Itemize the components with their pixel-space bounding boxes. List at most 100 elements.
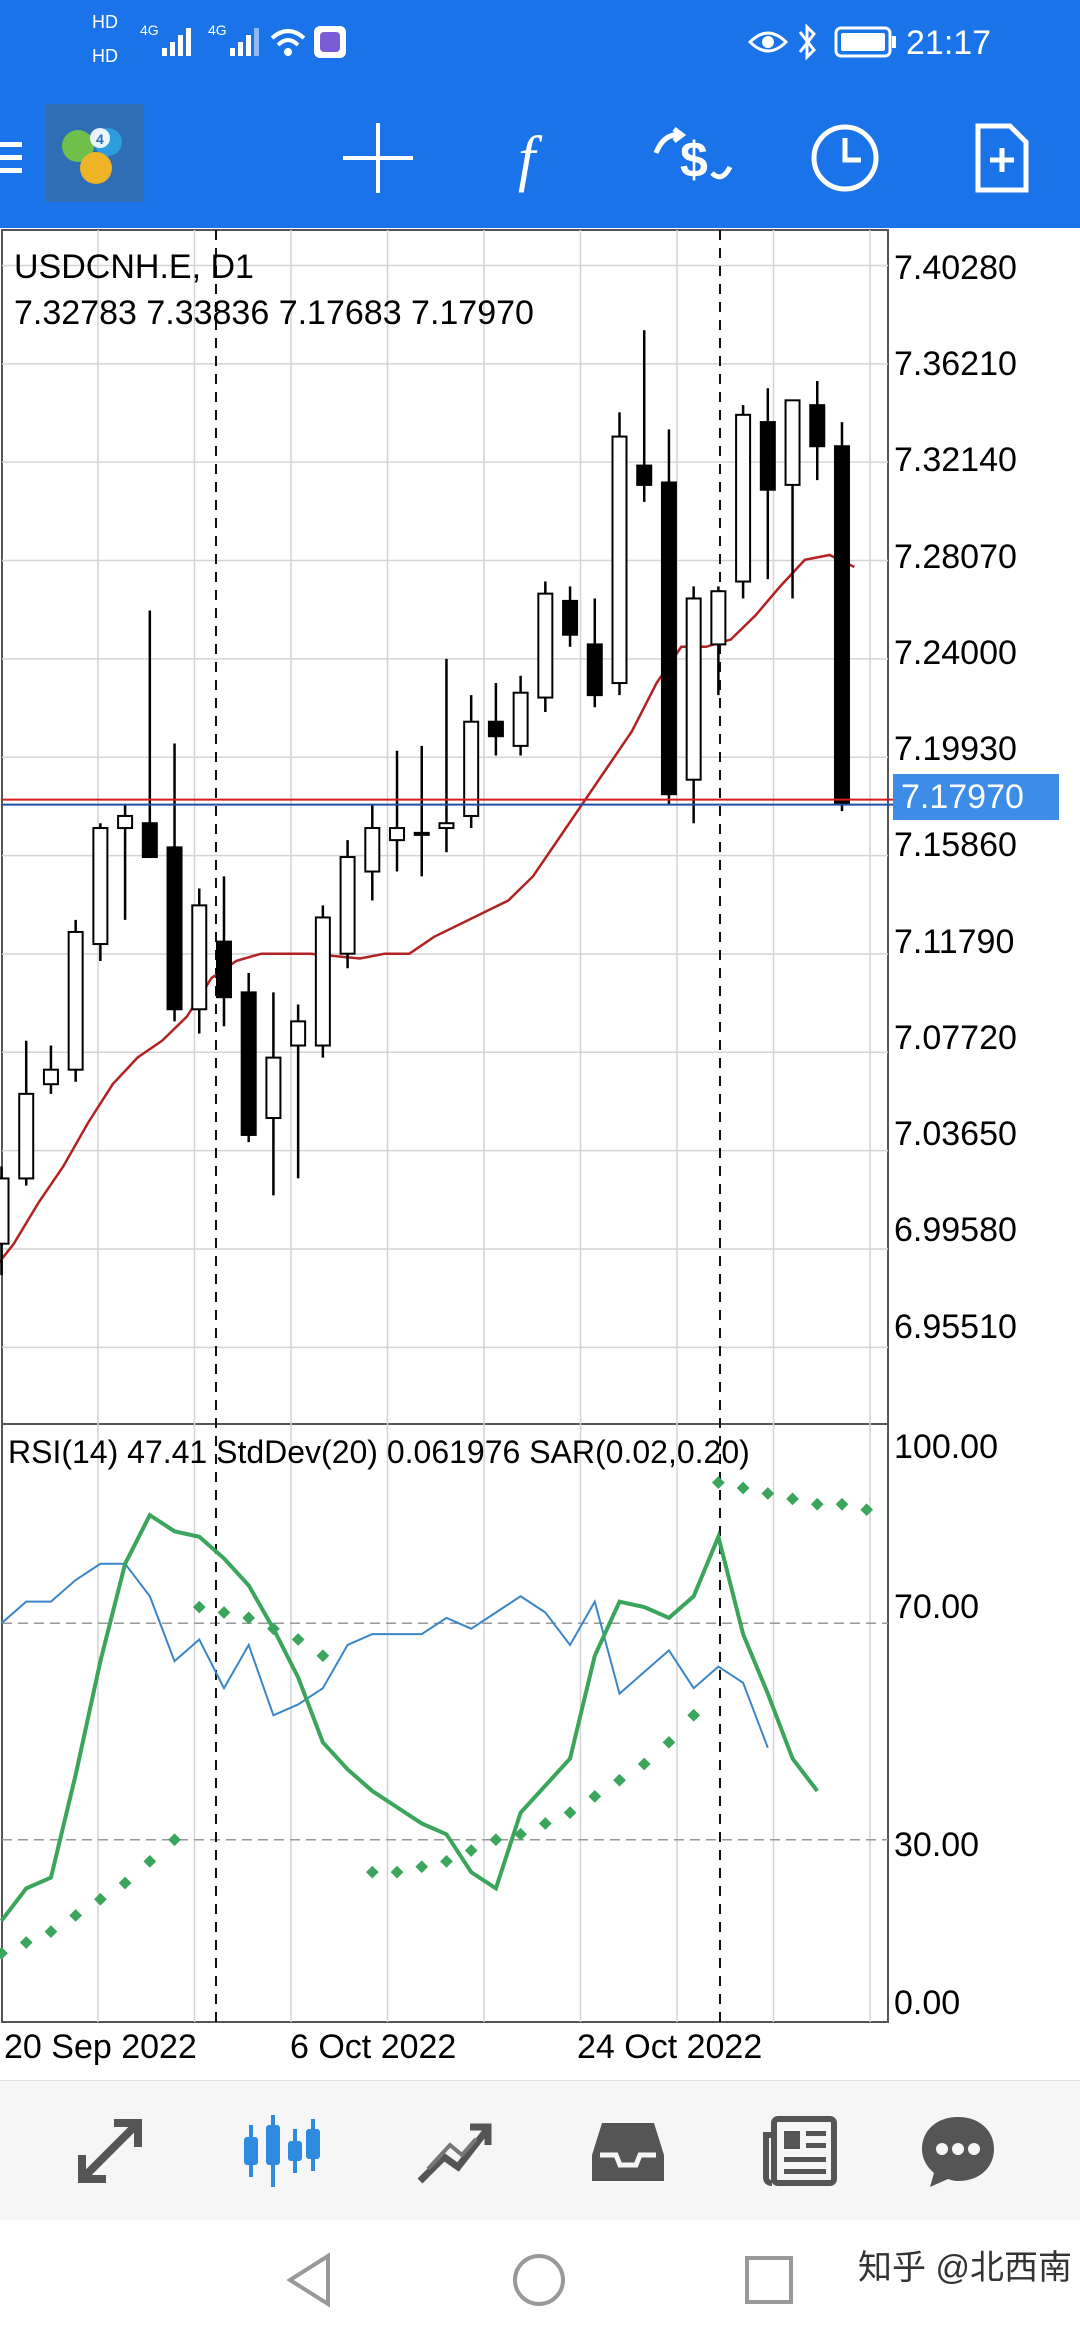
chart-icon bbox=[244, 2115, 320, 2187]
candle-body-19 bbox=[463, 720, 480, 817]
nav-chart[interactable] bbox=[220, 2099, 340, 2203]
candle-body-9 bbox=[215, 940, 232, 999]
app-logo-icon: 4 bbox=[46, 104, 144, 202]
watermark: 知乎 @北西南 bbox=[858, 2249, 1072, 2287]
candle-body-31 bbox=[759, 421, 776, 491]
date-label-1: 6 Oct 2022 bbox=[290, 2028, 457, 2066]
candle-body-15 bbox=[364, 827, 381, 873]
app-logo-button[interactable]: 4 bbox=[46, 104, 144, 202]
candle-body-32 bbox=[784, 399, 801, 486]
back-icon bbox=[286, 2252, 330, 2308]
candle-body-5 bbox=[117, 814, 134, 830]
bluetooth-icon bbox=[798, 23, 816, 61]
price-chart[interactable] bbox=[0, 228, 1080, 2080]
candle-body-0 bbox=[0, 1177, 10, 1245]
inbox-icon bbox=[592, 2123, 664, 2181]
candle-body-6 bbox=[141, 822, 158, 859]
candle-body-12 bbox=[290, 1020, 307, 1047]
rsi-line bbox=[0, 1512, 819, 1923]
menu-icon bbox=[0, 142, 22, 173]
price-tick-7: 7.11790 bbox=[894, 923, 1015, 961]
price-tick-4: 7.24000 bbox=[894, 634, 1017, 672]
chart-area[interactable]: USDCNH.E, D1 7.32783 7.33836 7.17683 7.1… bbox=[0, 228, 1080, 2080]
new-order-button[interactable] bbox=[950, 106, 1054, 210]
stddev-line bbox=[0, 1562, 769, 1749]
price-tick-1: 7.36210 bbox=[894, 345, 1017, 383]
candle-body-4 bbox=[92, 827, 109, 946]
indicators-button[interactable]: f bbox=[484, 106, 588, 210]
nav-quotes[interactable] bbox=[50, 2099, 170, 2203]
date-label-2: 24 Oct 2022 bbox=[577, 2028, 763, 2066]
nav-messages[interactable] bbox=[898, 2099, 1018, 2203]
candle-body-26 bbox=[636, 464, 653, 486]
crosshair-button[interactable] bbox=[326, 106, 430, 210]
svg-text:f: f bbox=[518, 125, 543, 193]
back-button[interactable] bbox=[264, 2240, 354, 2320]
candle-body-18 bbox=[438, 822, 455, 830]
candle-body-33 bbox=[809, 404, 826, 448]
candle-body-30 bbox=[735, 413, 752, 583]
candle-body-21 bbox=[512, 691, 529, 747]
price-tick-5: 7.19930 bbox=[894, 730, 1017, 768]
menu-button[interactable] bbox=[0, 106, 52, 210]
candle-body-24 bbox=[586, 643, 603, 697]
candle-body-3 bbox=[67, 930, 84, 1071]
hd1-label: HD bbox=[92, 12, 118, 32]
candle-body-7 bbox=[166, 846, 183, 1011]
current-price-label: 7.17970 bbox=[893, 774, 1059, 820]
date-label-0: 20 Sep 2022 bbox=[4, 2028, 197, 2066]
chart-frame bbox=[1, 229, 889, 2023]
home-icon bbox=[513, 2254, 565, 2306]
candle-body-14 bbox=[339, 856, 356, 955]
new-document-icon bbox=[975, 123, 1029, 193]
ohlc-label: 7.32783 7.33836 7.17683 7.17970 bbox=[14, 294, 534, 332]
price-tick-2: 7.32140 bbox=[894, 441, 1017, 479]
price-tick-3: 7.28070 bbox=[894, 538, 1017, 576]
candle-body-16 bbox=[389, 827, 406, 842]
bottom-nav bbox=[0, 2080, 1080, 2221]
rsi-tick-100: 100.00 bbox=[894, 1428, 998, 1466]
line-chart-icon bbox=[417, 2123, 492, 2184]
candle-body-34 bbox=[833, 445, 850, 805]
status-bar: HD HD 4G 4G 21:17 bbox=[0, 0, 1080, 90]
candle-body-22 bbox=[537, 592, 554, 699]
moving-average-line bbox=[0, 553, 855, 1264]
recents-icon bbox=[745, 2256, 793, 2304]
candle-body-13 bbox=[314, 916, 331, 1047]
candle-body-25 bbox=[611, 435, 628, 685]
news-icon bbox=[763, 2116, 837, 2186]
home-button[interactable] bbox=[494, 2240, 584, 2320]
candle-body-8 bbox=[191, 904, 208, 1011]
indicator-title: RSI(14) 47.41 StdDev(20) 0.061976 SAR(0.… bbox=[8, 1434, 750, 1470]
nav-news[interactable] bbox=[740, 2099, 860, 2203]
trade-icon: $ bbox=[653, 127, 733, 188]
wifi-icon bbox=[270, 29, 306, 56]
nav-trade[interactable] bbox=[394, 2099, 514, 2203]
battery-icon bbox=[834, 26, 896, 58]
top-toolbar: 4 f $ bbox=[0, 90, 1080, 228]
candle-body-23 bbox=[562, 599, 579, 636]
price-tick-9: 7.03650 bbox=[894, 1115, 1017, 1153]
function-icon: f bbox=[518, 125, 543, 193]
candle-body-20 bbox=[487, 720, 504, 738]
candle-body-29 bbox=[710, 590, 727, 646]
clock-icon bbox=[811, 124, 879, 192]
trade-button[interactable]: $ bbox=[640, 106, 744, 210]
recents-button[interactable] bbox=[724, 2240, 814, 2320]
candle-body-1 bbox=[18, 1092, 35, 1180]
svg-text:$: $ bbox=[680, 132, 708, 188]
history-button[interactable] bbox=[793, 106, 897, 210]
symbol-label: USDCNH.E, D1 bbox=[14, 248, 254, 286]
net2-label: 4G bbox=[208, 22, 227, 38]
candle-body-28 bbox=[685, 597, 702, 781]
price-tick-0: 7.40280 bbox=[894, 249, 1017, 287]
price-tick-11: 6.95510 bbox=[894, 1308, 1017, 1346]
nav-history[interactable] bbox=[568, 2099, 688, 2203]
crosshair-icon bbox=[343, 123, 413, 193]
chat-icon bbox=[922, 2117, 994, 2187]
trade-arrows-icon bbox=[78, 2119, 142, 2183]
price-tick-8: 7.07720 bbox=[894, 1019, 1017, 1057]
signal-2-icon bbox=[230, 28, 259, 56]
rsi-tick-30: 30.00 bbox=[894, 1826, 980, 1864]
candle-body-11 bbox=[265, 1056, 282, 1120]
